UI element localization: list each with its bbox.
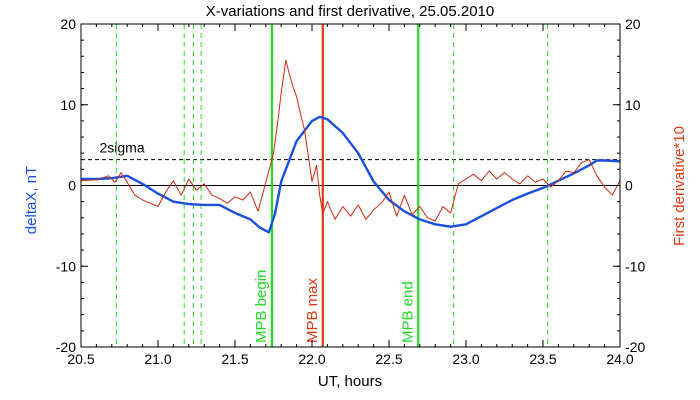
y-tick-label-left-2: 0 — [68, 178, 76, 194]
y-tick-label-right-1: -10 — [625, 258, 645, 274]
y-tick-label-right-0: -20 — [625, 339, 645, 355]
layer-series — [80, 59, 621, 234]
x-tick-label-3: 22.0 — [298, 351, 325, 367]
mpb-marker-label-2: MPB end — [399, 281, 416, 343]
y-tick-label-right-2: 0 — [625, 178, 633, 194]
x-tick-label-6: 23.5 — [529, 351, 556, 367]
chart-title: X-variations and first derivative, 25.05… — [206, 3, 495, 20]
x-tick-label-5: 23.0 — [452, 351, 479, 367]
y-tick-label-left-1: -10 — [56, 258, 76, 274]
mpb-marker-label-1: MPB max — [304, 277, 321, 343]
y-axis-label-right: First derivative*10 — [671, 126, 688, 246]
x-tick-label-2: 21.5 — [221, 351, 248, 367]
mpb-marker-label-0: MPB begin — [253, 270, 270, 343]
y-tick-label-left-3: 10 — [60, 97, 76, 113]
series-line-0 — [81, 115, 621, 234]
y-tick-label-right-4: 20 — [625, 16, 641, 32]
y-tick-label-left-4: 20 — [60, 16, 76, 32]
x-tick-label-4: 22.5 — [375, 351, 402, 367]
y-axis-label-left: deltaX, nT — [23, 166, 40, 234]
x-tick-label-7: 24.0 — [606, 351, 633, 367]
threshold-label: 2sigma — [99, 140, 144, 156]
y-tick-label-left-0: -20 — [56, 339, 76, 355]
x-tick-label-0: 20.5 — [67, 351, 94, 367]
layer-axes: 20.5 21.0 21.5 22.0 22.5 23.0 23.5 24.0-20 -20-1… — [56, 16, 646, 367]
series-line-1 — [80, 59, 621, 222]
y-tick-label-right-3: 10 — [625, 97, 641, 113]
layer-lines: 2sigma MPB begin MPB max MPB end — [81, 24, 620, 347]
x-axis-label: UT, hours — [318, 373, 382, 390]
x-tick-label-1: 21.0 — [144, 351, 171, 367]
